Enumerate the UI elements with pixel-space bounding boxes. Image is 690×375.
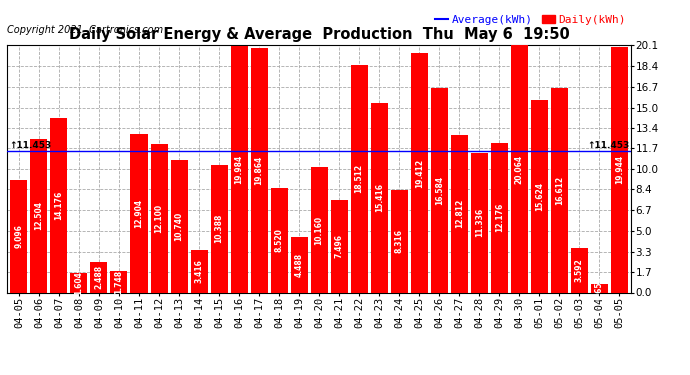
Text: 15.624: 15.624 [535, 182, 544, 211]
Text: 19.944: 19.944 [615, 155, 624, 184]
Text: 8.520: 8.520 [275, 228, 284, 252]
Bar [551, 88, 568, 292]
Text: 19.412: 19.412 [415, 158, 424, 188]
Text: 4.488: 4.488 [295, 253, 304, 277]
Text: Copyright 2021  Cartronics.com: Copyright 2021 Cartronics.com [7, 25, 163, 35]
Bar [511, 45, 528, 292]
Text: 10.388: 10.388 [215, 214, 224, 243]
Bar [210, 165, 228, 292]
Text: ↑11.453: ↑11.453 [587, 141, 629, 150]
Bar [90, 262, 108, 292]
Bar [451, 135, 468, 292]
Text: 1.604: 1.604 [75, 271, 83, 294]
Text: 7.496: 7.496 [335, 234, 344, 258]
Bar [230, 46, 248, 292]
Text: 15.416: 15.416 [375, 183, 384, 212]
Bar [310, 167, 328, 292]
Bar [571, 248, 588, 292]
Bar [70, 273, 88, 292]
Text: 20.064: 20.064 [515, 154, 524, 183]
Bar [250, 48, 268, 292]
Bar [290, 237, 308, 292]
Text: 14.176: 14.176 [55, 190, 63, 220]
Text: ↑11.453: ↑11.453 [9, 141, 51, 150]
Text: 11.336: 11.336 [475, 208, 484, 237]
Bar [591, 284, 608, 292]
Text: 19.864: 19.864 [255, 156, 264, 185]
Text: 16.612: 16.612 [555, 176, 564, 205]
Text: 16.584: 16.584 [435, 176, 444, 205]
Bar [130, 134, 148, 292]
Text: 12.504: 12.504 [34, 201, 43, 230]
Bar [411, 54, 428, 292]
Bar [50, 118, 68, 292]
Text: 10.160: 10.160 [315, 215, 324, 244]
Bar [331, 200, 348, 292]
Text: 2.488: 2.488 [95, 265, 103, 289]
Bar [611, 47, 628, 292]
Bar [531, 100, 548, 292]
Text: 18.512: 18.512 [355, 164, 364, 193]
Bar [10, 180, 28, 292]
Bar [150, 144, 168, 292]
Text: 12.812: 12.812 [455, 199, 464, 228]
Text: 1.748: 1.748 [115, 270, 124, 294]
Bar [431, 88, 448, 292]
Text: 0.656: 0.656 [595, 277, 604, 300]
Text: 3.592: 3.592 [575, 258, 584, 282]
Text: 19.984: 19.984 [235, 155, 244, 184]
Bar [110, 271, 128, 292]
Bar [170, 160, 188, 292]
Text: 10.740: 10.740 [175, 212, 184, 241]
Bar [190, 251, 208, 292]
Bar [351, 64, 368, 292]
Bar [371, 103, 388, 292]
Text: 12.904: 12.904 [135, 198, 144, 228]
Bar [491, 142, 508, 292]
Text: 3.416: 3.416 [195, 260, 204, 284]
Text: 12.176: 12.176 [495, 203, 504, 232]
Text: 12.100: 12.100 [155, 204, 164, 232]
Legend: Average(kWh), Daily(kWh): Average(kWh), Daily(kWh) [435, 15, 626, 25]
Text: 9.096: 9.096 [14, 225, 23, 248]
Bar [30, 138, 48, 292]
Bar [391, 190, 408, 292]
Title: Daily Solar Energy & Average  Production  Thu  May 6  19:50: Daily Solar Energy & Average Production … [69, 27, 569, 42]
Bar [471, 153, 488, 292]
Text: 8.316: 8.316 [395, 229, 404, 253]
Bar [270, 188, 288, 292]
